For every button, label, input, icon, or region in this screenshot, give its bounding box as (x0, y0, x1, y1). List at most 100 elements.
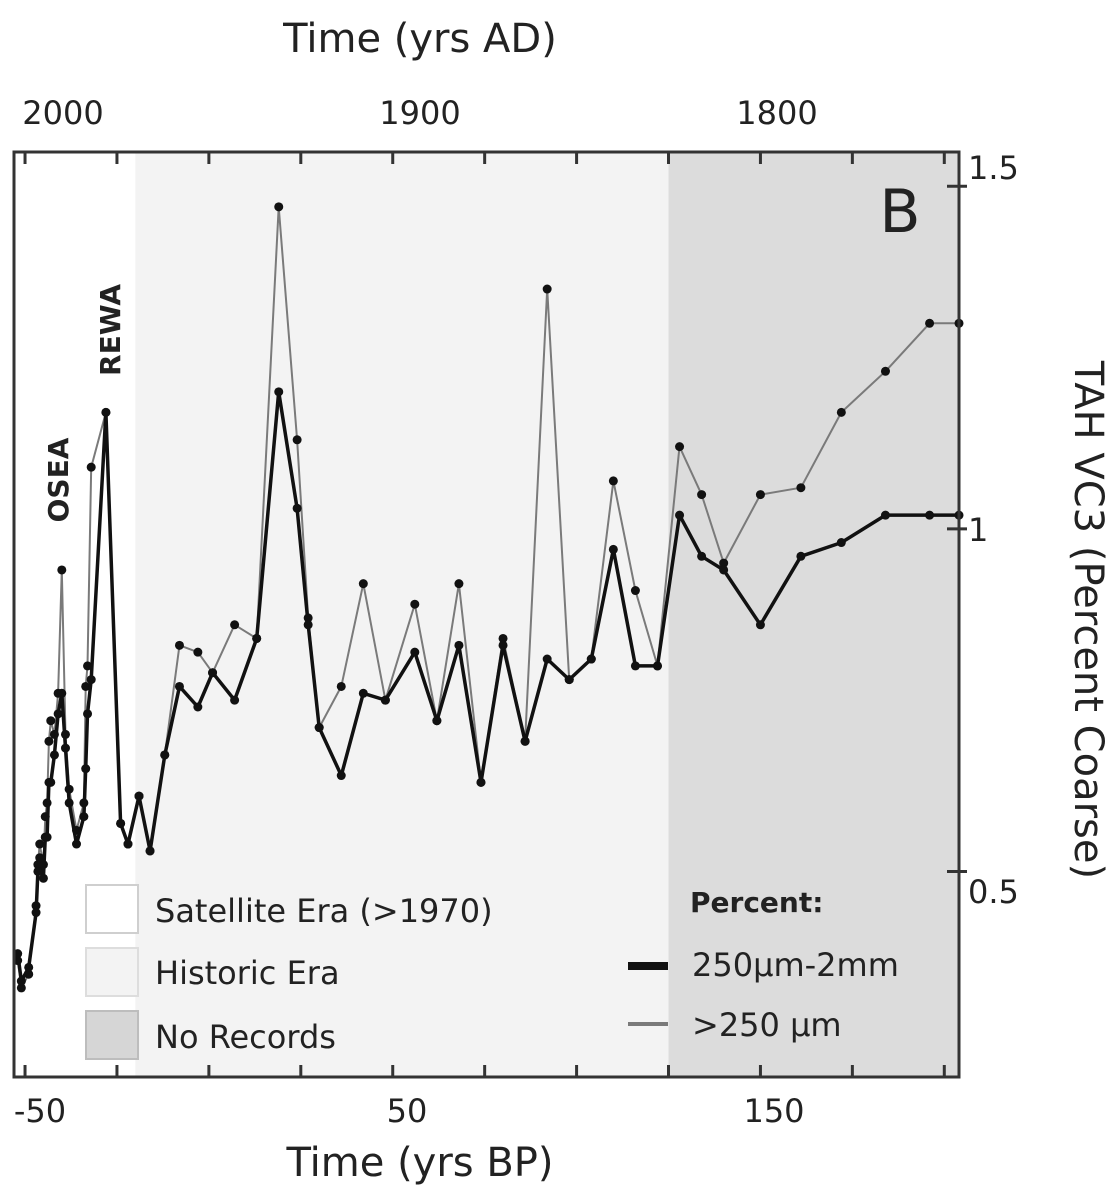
legend-label-series-coarse: >250 µm (692, 1006, 842, 1044)
data-point-series-1 (836, 407, 846, 417)
data-point-series-1 (336, 681, 346, 691)
event-label-osea: OSEA (42, 437, 75, 522)
right-tick-label: 0.5 (968, 873, 1019, 911)
data-point-series-1 (542, 284, 552, 294)
data-point-series-0 (252, 633, 262, 643)
data-point-series-0 (836, 538, 846, 548)
data-point-series-0 (358, 688, 368, 698)
data-point-series-0 (24, 962, 34, 972)
data-point-series-1 (193, 647, 203, 657)
data-point-series-0 (72, 839, 82, 849)
legend-swatch-norecords (85, 1010, 139, 1060)
event-label-rewa: REWA (94, 284, 127, 376)
data-point-series-0 (292, 503, 302, 513)
era-regions (14, 152, 959, 1077)
axis-ticks (23, 152, 967, 1077)
data-point-series-0 (38, 873, 48, 883)
data-point-series-1 (498, 633, 508, 643)
bottom-tick-label: -50 (14, 1092, 66, 1130)
data-point-series-0 (336, 771, 346, 781)
bottom-tick-label: 150 (743, 1092, 804, 1130)
data-point-series-0 (476, 777, 486, 787)
data-point-series-0 (31, 908, 41, 918)
legend-heading: Percent: (690, 886, 823, 919)
data-point-series-0 (755, 620, 765, 630)
data-point-series-0 (134, 791, 144, 801)
data-point-series-1 (796, 483, 806, 493)
data-point-series-0 (925, 510, 935, 520)
data-point-series-1 (358, 579, 368, 589)
data-point-series-0 (174, 681, 184, 691)
data-point-series-0 (208, 668, 218, 678)
data-point-series-0 (586, 654, 596, 664)
data-series (13, 202, 964, 993)
right-tick-label: 1 (968, 511, 988, 549)
data-point-series-0 (57, 688, 67, 698)
data-point-series-0 (101, 407, 111, 417)
data-point-series-1 (925, 318, 935, 328)
data-point-series-0 (314, 723, 324, 733)
bottom-axis-title: Time (yrs BP) (285, 1140, 553, 1186)
data-point-series-0 (410, 647, 420, 657)
legend-label-norecords: No Records (155, 1018, 336, 1056)
data-point-series-0 (274, 387, 284, 397)
data-point-series-1 (44, 736, 54, 746)
data-point-series-1 (35, 839, 45, 849)
data-point-series-0 (520, 736, 530, 746)
data-point-series-0 (33, 866, 43, 876)
data-point-series-0 (83, 709, 93, 719)
data-point-series-1 (81, 681, 91, 691)
data-point-series-1 (410, 599, 420, 609)
region-band-2 (668, 152, 959, 1077)
top-tick-label: 1800 (736, 94, 817, 132)
legend-label-series-fine: 250µm-2mm (692, 946, 899, 984)
data-point-series-0 (116, 818, 126, 828)
data-point-series-0 (652, 661, 662, 671)
data-point-series-0 (42, 832, 52, 842)
data-point-series-0 (60, 743, 70, 753)
bottom-tick-label: 50 (387, 1092, 428, 1130)
top-tick-label: 2000 (22, 94, 103, 132)
data-point-series-1 (174, 640, 184, 650)
data-point-series-1 (630, 586, 640, 596)
data-point-series-1 (46, 716, 56, 726)
data-point-series-0 (630, 661, 640, 671)
data-point-series-1 (454, 579, 464, 589)
data-point-series-0 (542, 654, 552, 664)
data-point-series-1 (675, 442, 685, 452)
plot-frame (12, 150, 961, 1079)
data-point-series-1 (880, 366, 890, 376)
data-point-series-0 (303, 620, 313, 630)
data-point-series-1 (86, 462, 96, 472)
data-point-series-1 (719, 558, 729, 568)
data-point-series-1 (83, 661, 93, 671)
data-point-series-0 (35, 853, 45, 863)
data-point-series-0 (86, 675, 96, 685)
data-point-series-1 (57, 565, 67, 575)
data-point-series-0 (53, 709, 63, 719)
legend-label-historic: Historic Era (155, 954, 340, 992)
data-point-series-0 (145, 846, 155, 856)
data-point-series-0 (719, 565, 729, 575)
data-point-series-1 (697, 490, 707, 500)
data-point-series-0 (796, 551, 806, 561)
top-axis-title: Time (yrs AD) (282, 16, 557, 62)
data-point-series-0 (230, 695, 240, 705)
data-point-series-0 (79, 812, 89, 822)
data-point-series-1 (755, 490, 765, 500)
data-point-series-0 (16, 976, 26, 986)
data-point-series-0 (697, 551, 707, 561)
data-point-series-1 (274, 202, 284, 212)
data-point-series-1 (230, 620, 240, 630)
right-tick-label: 1.5 (968, 149, 1019, 187)
right-axis-title: TAH VC3 (Percent Coarse) (1065, 360, 1111, 879)
region-band-1 (135, 152, 669, 1077)
data-point-series-0 (608, 544, 618, 554)
legend-swatch-historic (85, 947, 139, 997)
data-point-series-0 (498, 640, 508, 650)
data-point-series-0 (675, 510, 685, 520)
data-point-series-0 (64, 798, 74, 808)
data-point-series-0 (454, 640, 464, 650)
data-point-series-0 (49, 750, 59, 760)
